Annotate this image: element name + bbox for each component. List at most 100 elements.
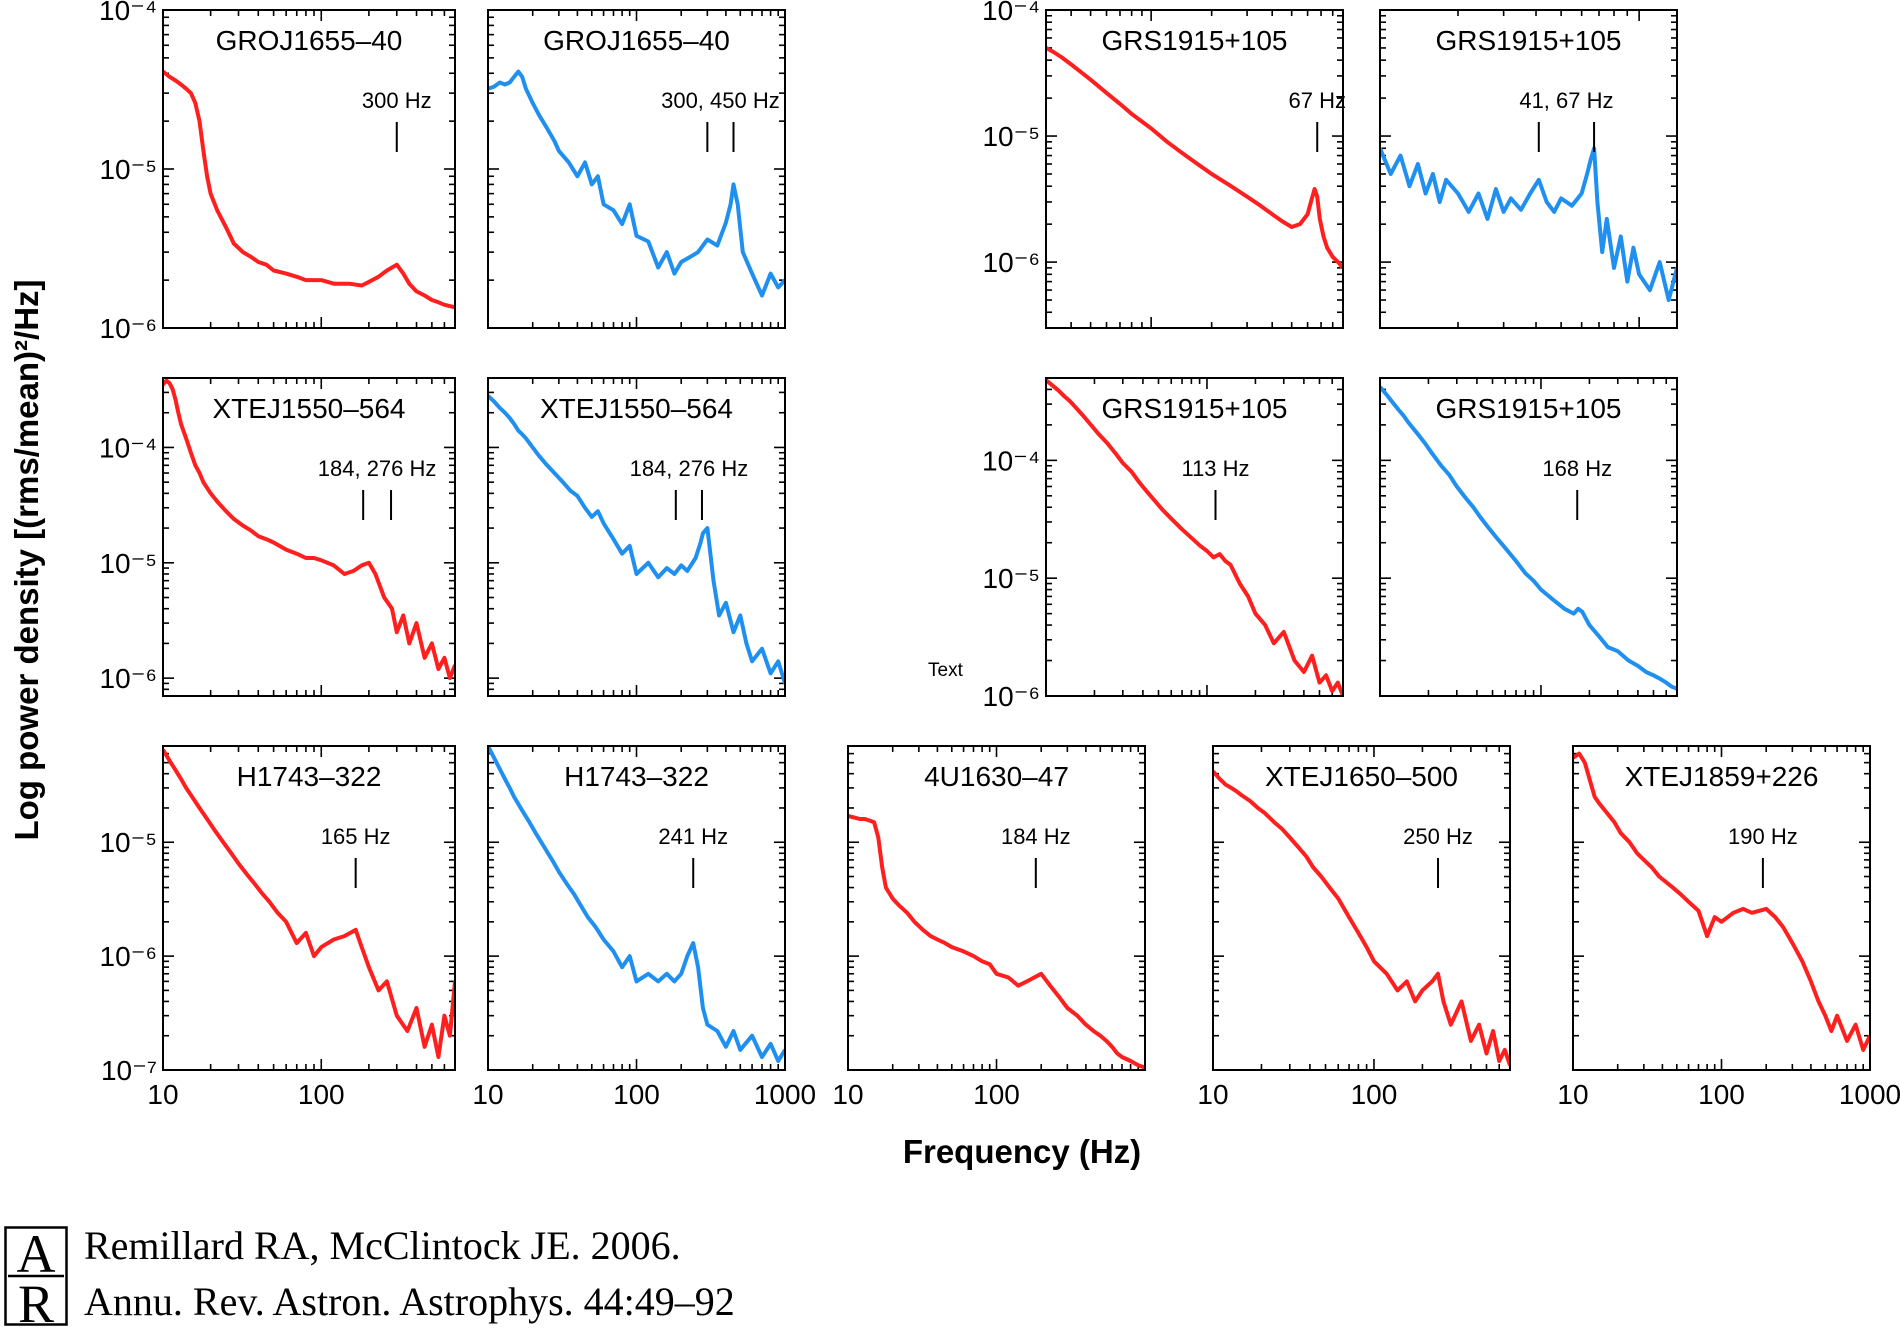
x-tick-label: 100 <box>613 1079 660 1110</box>
y-tick-label: 10⁻⁶ <box>983 681 1040 712</box>
panel-source-title: GRS1915+105 <box>1435 393 1621 424</box>
qpo-marker-label: 250 Hz <box>1403 824 1473 849</box>
series-line-red <box>1213 769 1510 1066</box>
y-tick-label: 10⁻⁶ <box>100 663 157 694</box>
y-tick-label: 10⁻⁴ <box>99 432 157 463</box>
x-tick-label: 100 <box>1351 1079 1398 1110</box>
series-line-blue <box>488 69 785 298</box>
x-tick-label: 100 <box>973 1079 1020 1110</box>
panels: GROJ1655–40 300 Hz 10⁻⁶ 10⁻⁵ 10⁻⁴ GROJ1655–40… <box>99 0 1900 1110</box>
x-axis-label: Frequency (Hz) <box>903 1133 1141 1170</box>
qpo-marker-label: 184, 276 Hz <box>318 456 437 481</box>
y-tick-label: 10⁻⁴ <box>982 0 1040 26</box>
series-line-red <box>163 748 455 1059</box>
y-tick-label: 10⁻⁵ <box>99 827 157 858</box>
y-tick-label: 10⁻⁵ <box>982 563 1040 594</box>
series-line-blue <box>1380 146 1677 302</box>
panel-source-title: XTEJ1650–500 <box>1265 761 1458 792</box>
panel-7: GRS1915+105 113 Hz 10⁻⁶ 10⁻⁵ 10⁻⁴ <box>982 377 1344 712</box>
logo-letter-r: R <box>18 1274 54 1326</box>
panel-frame <box>1045 377 1344 697</box>
qpo-marker-label: 184 Hz <box>1001 824 1071 849</box>
y-tick-label: 10⁻⁶ <box>983 247 1040 278</box>
panel-10: H1743–322 241 Hz 10 100 1000 <box>472 745 816 1110</box>
panel-5: XTEJ1550–564 184, 276 Hz 10⁻⁶ 10⁻⁵ 10⁻⁴ <box>99 377 456 697</box>
panel-source-title: XTEJ1550–564 <box>212 393 405 424</box>
panel-4: GRS1915+105 41, 67 Hz <box>1379 9 1678 329</box>
x-tick-label: 1000 <box>754 1079 816 1110</box>
panel-source-title: GRS1915+105 <box>1101 393 1287 424</box>
panel-source-title: 4U1630–47 <box>924 761 1069 792</box>
panel-6: XTEJ1550–564 184, 276 Hz <box>487 377 786 697</box>
panel-11: 4U1630–47 184 Hz 10 100 <box>832 745 1146 1110</box>
qpo-marker-label: 190 Hz <box>1728 824 1798 849</box>
panel-2: GROJ1655–40 300, 450 Hz <box>487 9 786 329</box>
panel-8: GRS1915+105 168 Hz <box>1379 377 1678 697</box>
panel-source-title: GROJ1655–40 <box>543 25 730 56</box>
panel-frame <box>1212 745 1511 1071</box>
y-tick-label: 10⁻⁴ <box>982 445 1040 476</box>
qpo-marker-label: 165 Hz <box>321 824 391 849</box>
y-tick-label: 10⁻⁶ <box>100 941 157 972</box>
qpo-marker-label: 184, 276 Hz <box>630 456 749 481</box>
series-line-red <box>163 378 455 681</box>
qpo-marker-label: 300 Hz <box>362 88 432 113</box>
panel-frame <box>162 9 456 329</box>
logo-letter-a: A <box>17 1226 56 1284</box>
y-tick-label: 10⁻⁵ <box>982 121 1040 152</box>
panel-source-title: XTEJ1859+226 <box>1625 761 1819 792</box>
x-tick-label: 10 <box>1197 1079 1228 1110</box>
stray-text-label: Text <box>928 660 964 681</box>
panel-frame <box>162 745 456 1071</box>
panel-frame <box>487 745 786 1071</box>
panel-frame <box>1045 9 1344 329</box>
panel-source-title: H1743–322 <box>564 761 709 792</box>
panel-frame <box>847 745 1146 1071</box>
panel-source-title: GROJ1655–40 <box>216 25 403 56</box>
series-line-blue <box>1380 385 1677 691</box>
citation: A R Remillard RA, McClintock JE. 2006. A… <box>4 1222 904 1332</box>
series-line-red <box>848 814 1145 1070</box>
series-line-red <box>1573 751 1870 1052</box>
y-tick-label: 10⁻⁷ <box>101 1055 157 1086</box>
panel-source-title: GRS1915+105 <box>1101 25 1287 56</box>
panel-1: GROJ1655–40 300 Hz 10⁻⁶ 10⁻⁵ 10⁻⁴ <box>99 0 456 344</box>
qpo-marker-label: 300, 450 Hz <box>661 88 780 113</box>
series-line-red <box>163 70 455 310</box>
y-tick-label: 10⁻⁵ <box>99 154 157 185</box>
panel-12: XTEJ1650–500 250 Hz 10 100 <box>1197 745 1511 1110</box>
qpo-marker-label: 241 Hz <box>658 824 728 849</box>
annual-reviews-logo: A R <box>4 1226 68 1326</box>
panel-frame <box>487 377 786 697</box>
panel-frame <box>1572 745 1871 1071</box>
series-line-blue <box>488 394 785 684</box>
x-tick-label: 100 <box>1698 1079 1745 1110</box>
x-tick-label: 10 <box>1557 1079 1588 1110</box>
panel-3: GRS1915+105 67 Hz 10⁻⁶ 10⁻⁵ 10⁻⁴ <box>982 0 1346 329</box>
series-line-blue <box>488 746 785 1063</box>
panel-frame <box>487 9 786 329</box>
panel-source-title: H1743–322 <box>237 761 382 792</box>
y-axis-label: Log power density [(rms/mean)²/Hz] <box>8 279 45 840</box>
qpo-marker-label: 67 Hz <box>1288 88 1345 113</box>
citation-journal: Annu. Rev. Astron. Astrophys. 44:49–92 <box>84 1279 735 1324</box>
panel-source-title: XTEJ1550–564 <box>540 393 733 424</box>
x-tick-label: 10 <box>147 1079 178 1110</box>
series-line-red <box>1046 46 1343 270</box>
x-tick-label: 100 <box>298 1079 345 1110</box>
panel-frame <box>162 377 456 697</box>
panel-frame <box>1379 377 1678 697</box>
panel-source-title: GRS1915+105 <box>1435 25 1621 56</box>
y-tick-label: 10⁻⁴ <box>99 0 157 26</box>
panel-13: XTEJ1859+226 190 Hz 10 100 1000 <box>1557 745 1900 1110</box>
qpo-marker-label: 113 Hz <box>1181 456 1249 481</box>
qpo-marker-label: 41, 67 Hz <box>1519 88 1613 113</box>
citation-authors: Remillard RA, McClintock JE. 2006. <box>84 1223 681 1268</box>
y-tick-label: 10⁻⁵ <box>99 548 157 579</box>
x-tick-label: 1000 <box>1839 1079 1900 1110</box>
x-tick-label: 10 <box>832 1079 863 1110</box>
panel-9: H1743–322 165 Hz 10⁻⁷ 10⁻⁶ 10⁻⁵ 10 100 <box>99 745 456 1110</box>
panel-frame <box>1379 9 1678 329</box>
series-line-red <box>1046 378 1343 696</box>
